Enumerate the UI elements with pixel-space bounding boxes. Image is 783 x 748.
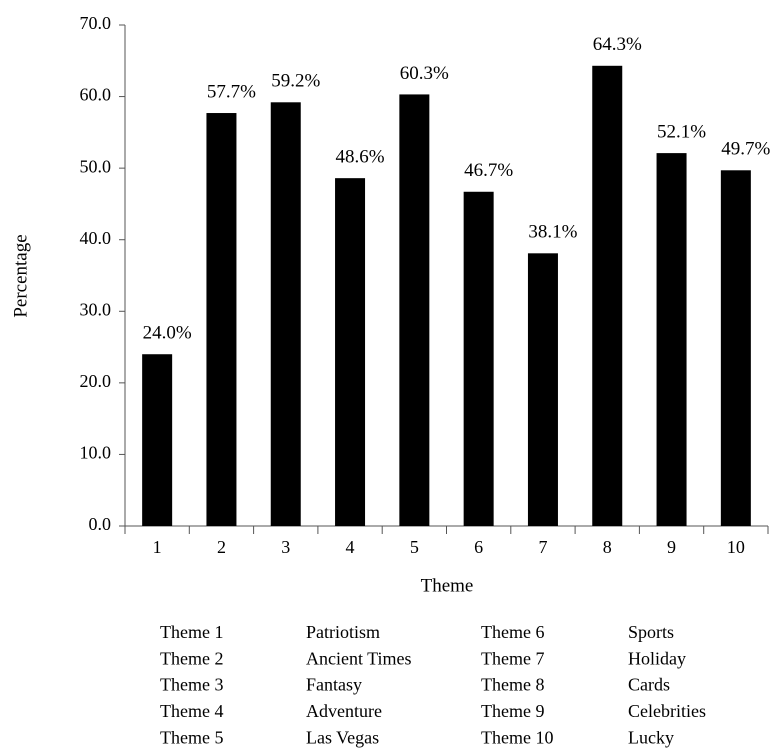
x-axis-title: Theme — [421, 575, 474, 596]
key-cell: Theme 4 — [160, 701, 223, 721]
key-cell: Las Vegas — [306, 727, 379, 747]
x-tick-label: 2 — [217, 537, 226, 557]
key-cell: Theme 2 — [160, 648, 223, 668]
key-cell: Holiday — [628, 648, 686, 668]
x-tick-label: 8 — [603, 537, 612, 557]
bar — [270, 102, 301, 526]
bar — [399, 94, 430, 526]
x-tick-label: 7 — [538, 537, 547, 557]
value-label: 46.7% — [464, 160, 513, 181]
key-cell: Celebrities — [628, 701, 706, 721]
key-cell: Sports — [628, 622, 674, 642]
x-tick-label: 5 — [410, 537, 419, 557]
key-cell: Theme 9 — [481, 701, 544, 721]
key-cell: Adventure — [306, 701, 382, 721]
key-cell: Lucky — [628, 727, 674, 747]
x-tick-label: 6 — [474, 537, 483, 557]
bar — [592, 65, 623, 526]
bar — [142, 354, 173, 526]
bar — [206, 113, 237, 526]
y-tick-label: 0.0 — [89, 514, 112, 534]
key-cell: Theme 6 — [481, 622, 544, 642]
value-label: 38.1% — [528, 222, 577, 243]
key-cell: Theme 5 — [160, 727, 223, 747]
key-cell: Cards — [628, 675, 670, 695]
value-label: 48.6% — [336, 147, 385, 168]
y-tick-label: 30.0 — [80, 299, 112, 319]
x-tick-label: 10 — [727, 537, 745, 557]
value-label: 64.3% — [593, 34, 642, 55]
key-cell: Theme 8 — [481, 675, 544, 695]
y-tick-label: 70.0 — [80, 13, 112, 33]
y-tick-label: 10.0 — [80, 443, 112, 463]
key-cell: Ancient Times — [306, 648, 412, 668]
x-tick-label: 4 — [346, 537, 355, 557]
y-tick-label: 20.0 — [80, 371, 112, 391]
value-label: 60.3% — [400, 63, 449, 84]
bar — [527, 253, 558, 526]
y-tick-label: 40.0 — [80, 228, 112, 248]
key-cell: Theme 3 — [160, 675, 223, 695]
value-label: 49.7% — [721, 139, 770, 160]
key-cell: Fantasy — [306, 675, 362, 695]
y-tick-label: 60.0 — [80, 85, 112, 105]
bar — [720, 170, 751, 527]
bar — [656, 153, 687, 526]
value-label: 24.0% — [143, 323, 192, 344]
key-cell: Theme 7 — [481, 648, 544, 668]
x-tick-label: 9 — [667, 537, 676, 557]
value-label: 52.1% — [657, 121, 706, 142]
key-cell: Theme 10 — [481, 727, 553, 747]
y-axis-title: Percentage — [10, 234, 31, 317]
key-cell: Theme 1 — [160, 622, 223, 642]
key-cell: Patriotism — [306, 622, 380, 642]
value-label: 59.2% — [271, 71, 320, 92]
value-label: 57.7% — [207, 81, 256, 102]
x-tick-label: 3 — [281, 537, 290, 557]
y-tick-label: 50.0 — [80, 156, 112, 176]
x-tick-label: 1 — [153, 537, 162, 557]
bar — [463, 191, 494, 527]
bar — [335, 178, 366, 527]
